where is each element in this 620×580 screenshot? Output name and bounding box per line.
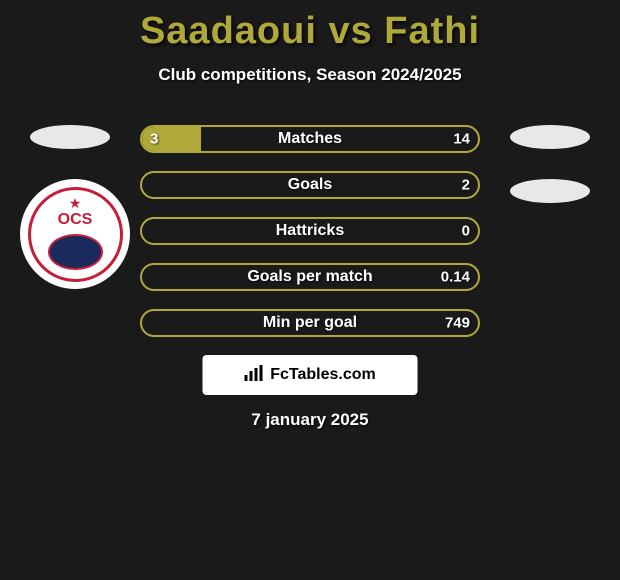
stat-bar-row: Goals2 [140, 171, 480, 199]
stat-bar-right-value: 14 [453, 131, 470, 148]
stat-bar-right-value: 0 [462, 223, 470, 240]
team-badge: ★ OCS [20, 179, 130, 289]
stat-bar-row: Min per goal749 [140, 309, 480, 337]
stats-bars: 3Matches14 Goals2 Hattricks0 Goals per matc… [140, 125, 480, 355]
left-player-column: ★ OCS [20, 125, 120, 289]
header: Saadaoui vs Fathi Club competitions, Sea… [0, 0, 620, 85]
date-text: 7 january 2025 [0, 410, 620, 430]
team2-avatar-placeholder [510, 179, 590, 203]
stat-bar-label: Min per goal [140, 314, 480, 332]
fctables-text: FcTables.com [270, 366, 376, 384]
stat-bar-right-value: 0.14 [441, 269, 470, 286]
stat-bar-label: Goals [140, 176, 480, 194]
stat-bar-label: Matches [140, 130, 480, 148]
stat-bar-label: Goals per match [140, 268, 480, 286]
page-subtitle: Club competitions, Season 2024/2025 [0, 65, 620, 85]
stat-bar-row: Goals per match0.14 [140, 263, 480, 291]
stat-bar-row: Hattricks0 [140, 217, 480, 245]
stat-bar-label: Hattricks [140, 222, 480, 240]
player2-avatar-placeholder [510, 125, 590, 149]
infographic-container: Saadaoui vs Fathi Club competitions, Sea… [0, 0, 620, 580]
badge-text: OCS [58, 211, 93, 229]
badge-ball-icon [48, 234, 103, 270]
stat-bar-right-value: 2 [462, 177, 470, 194]
chart-icon [244, 365, 264, 386]
right-player-column [500, 125, 600, 233]
stat-bar-row: 3Matches14 [140, 125, 480, 153]
badge-inner: ★ OCS [28, 187, 123, 282]
page-title: Saadaoui vs Fathi [0, 10, 620, 53]
fctables-logo-box: FcTables.com [203, 355, 418, 395]
stat-bar-right-value: 749 [445, 315, 470, 332]
player1-avatar-placeholder [30, 125, 110, 149]
badge-star-icon: ★ [69, 195, 82, 212]
